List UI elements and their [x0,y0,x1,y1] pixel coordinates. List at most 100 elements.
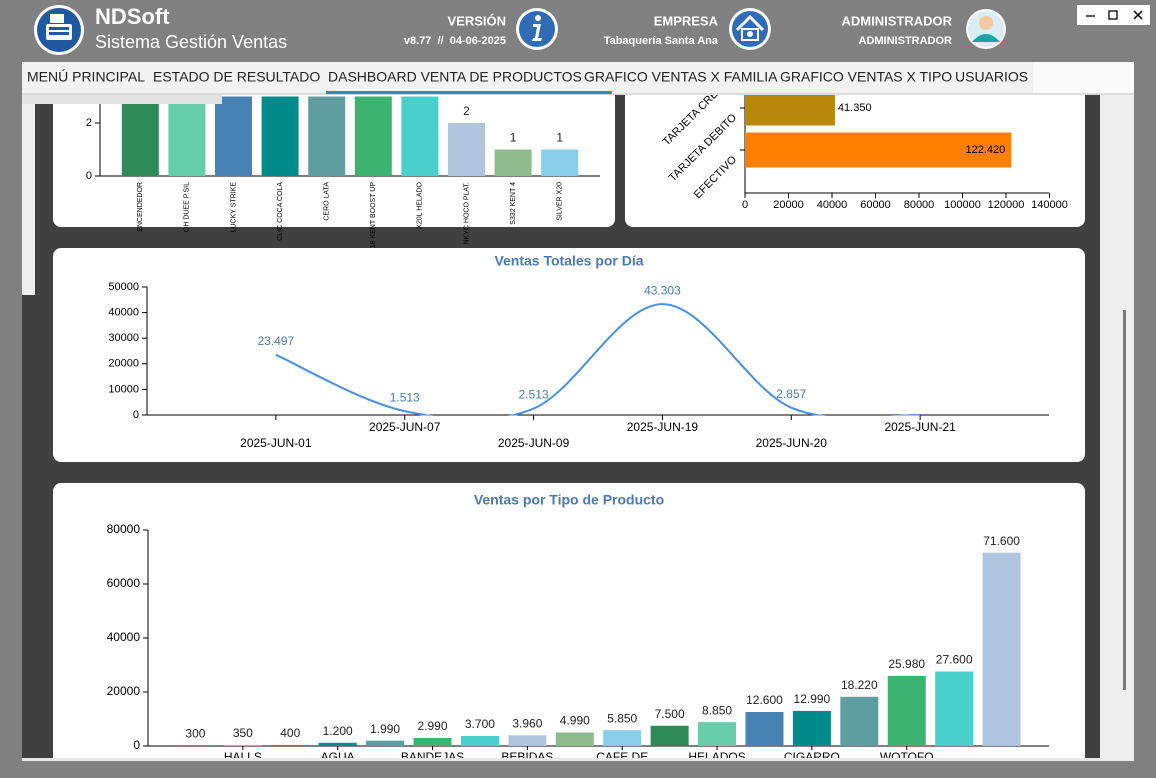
x-tick-label: 2025-JUN-19 [627,420,699,434]
value-label: 12.990 [794,692,831,706]
value-label: 300 [185,726,205,740]
bar [494,149,532,176]
x-tick-label: 120000 [988,199,1025,211]
bar [792,710,831,746]
x-tick-label: NKYC HOCO PLAT. [463,182,470,245]
frame-bottom [0,760,1156,778]
tab-shadow-box [22,95,222,104]
y-tick-label: 0 [133,409,139,421]
left-strip [22,95,35,295]
y-tick-label: 40000 [108,307,139,319]
value-label: 3.960 [512,716,542,730]
x-tick-label: 20000 [773,199,804,211]
y-tick-label: 80000 [107,522,141,536]
chart-panel [53,248,1085,462]
logo [34,5,84,55]
version: v8.77 // 04-06-2025 [404,35,506,47]
bar [176,745,215,746]
bar [745,132,1012,168]
x-tick-label: 2025-JUN-20 [756,436,828,450]
bottom-edge [22,758,1134,761]
frame-right [1134,0,1156,778]
x-tick-label: LUCKY STRIKE [230,182,237,233]
x-tick-label: S332 KENT 4 [510,182,517,225]
tab[interactable]: GRAFICO VENTAS X TIPO [780,69,952,85]
tabs: MENÚ PRINCIPAL ESTADO DE RESULTADO DASHBOA… [27,69,1028,94]
version-label: VERSIÓN [447,13,506,28]
x-tick-label: 0 [742,199,748,211]
value-label: 8.850 [702,703,732,717]
user-avatar[interactable] [966,9,1006,49]
y-tick-label: 0 [133,738,140,752]
company-label: EMPRESA [654,13,719,28]
maximize-button[interactable] [1108,10,1118,20]
tab[interactable]: GRAFICO VENTAS X FAMILIA [584,69,778,85]
scrollbar-track [1100,95,1134,760]
value-label: 1.513 [390,390,420,404]
tab[interactable]: ESTADO DE RESULTADO [153,69,320,85]
bar [261,96,299,176]
x-tick-label: X20L HELADO [417,181,424,228]
y-tick-label: 10000 [108,383,139,395]
bar [271,744,310,746]
value-label: 3.700 [465,717,495,731]
bar [603,730,642,746]
app-name: NDSoft [95,4,170,29]
bar [121,96,159,176]
y-tick-label: 40000 [107,630,141,644]
x-tick-label: 60000 [860,199,891,211]
y-tick-label: 20000 [107,684,141,698]
x-tick-label: 2025-JUN-21 [884,420,956,434]
bar [698,722,737,746]
frame-left [0,0,22,778]
chart-panel [53,483,1085,778]
bar [840,696,879,746]
charts: 023ENCENDEDOR3OH DUEE P.SIL3LUCKY STRIKE… [53,60,1085,778]
x-tick-label: ENCENDEDOR [137,182,144,232]
value-label: 18.220 [841,678,878,692]
scrollbar-thumb[interactable] [1123,310,1126,690]
value-label: 23.497 [258,334,295,348]
tab[interactable]: MENÚ PRINCIPAL [27,69,145,85]
value-label: 5.850 [607,711,637,725]
chart-title: Ventas Totales por Día [494,253,643,269]
bar [215,96,252,176]
x-tick-label: OH DUEE P.SIL [184,182,191,232]
bar [650,725,689,746]
x-tick-label: 2025-JUN-07 [369,420,441,434]
line-series [275,303,921,416]
company: Tabaquería Santa Ana [604,35,719,47]
value-label: 350 [233,726,253,740]
value-label: 41.350 [838,102,872,114]
value-label: 4.990 [560,714,590,728]
x-tick-label: CERO LATA [324,182,331,221]
tab[interactable]: USUARIOS [955,69,1028,85]
bar [308,96,346,176]
bar [745,711,784,746]
x-tick-label: S318 KENT BOOST UP [370,182,377,257]
value-label: 2.857 [776,387,806,401]
y-tick-label: 0 [86,170,92,182]
bar [318,742,357,746]
value-label: 1.990 [370,722,400,736]
bar [508,735,547,746]
bar [541,149,579,176]
bar [448,123,485,176]
x-tick-label: 2025-JUN-09 [498,436,570,450]
info-icon[interactable] [516,8,558,50]
bar [982,552,1021,746]
close-button[interactable] [1133,10,1143,20]
y-tick-label: 30000 [108,332,139,344]
y-tick-label: 2 [86,117,92,129]
x-tick-label: 80000 [904,199,935,211]
value-label: 400 [280,726,300,740]
company-icon[interactable] [729,8,771,50]
bar [223,745,262,746]
value-label: 27.600 [936,653,973,667]
bar [555,732,594,746]
value-label: 1.200 [323,724,353,738]
tab[interactable]: DASHBOARD VENTA DE PRODUCTOS [328,69,582,85]
value-label: 12.600 [746,693,783,707]
